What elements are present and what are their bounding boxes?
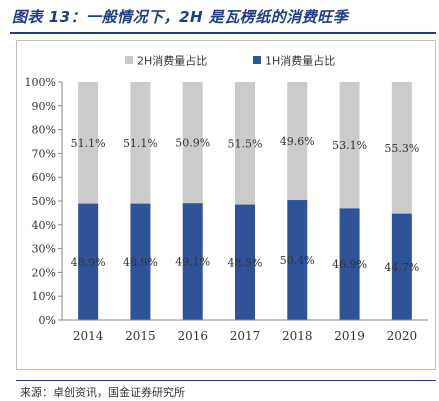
bar-1h [182,203,203,320]
legend: 2H消费量占比 1H消费量占比 [125,54,335,68]
y-axis: 0% 10% 20% 30% 40% 50% 60% 70% 80% 90% 100% [25,76,63,327]
data-label-2h: 51.5% [228,137,263,150]
x-tick-label: 2018 [282,329,313,343]
bar-2h [182,82,203,204]
x-tick-label: 2014 [73,329,104,343]
x-tick-label: 2017 [230,329,261,343]
bar-1h [287,200,308,320]
bar-2h [287,82,308,201]
data-label-1h: 48.5% [228,256,263,269]
data-label-2h: 50.9% [175,137,210,150]
bar-1h [391,213,412,320]
x-tick-label: 2016 [177,329,208,343]
source-note: 来源：卓创资讯，国金证券研究所 [20,386,185,399]
y-tick-label: 0% [39,314,56,327]
legend-label-2h: 2H消费量占比 [137,54,207,68]
bar-2h [235,82,255,205]
y-tick-label: 50% [32,195,56,208]
title-divider [10,32,436,34]
x-axis: 2014 2015 2016 2017 2018 2019 2020 [62,319,428,343]
source-divider [16,380,436,381]
y-tick-label: 30% [32,243,56,256]
x-tick-label: 2015 [125,329,156,343]
x-tick-label: 2019 [334,329,365,343]
y-tick-label: 100% [25,76,56,89]
data-label-1h: 46.9% [332,258,367,271]
bar-2h [130,82,151,204]
chart-frame [16,40,436,370]
data-label-1h: 44.7% [384,261,419,274]
bar-1h [235,204,255,320]
data-label-1h: 49.1% [175,256,210,269]
y-tick-label: 80% [32,124,56,137]
data-label-1h: 48.9% [123,256,158,269]
legend-label-1h: 1H消费量占比 [265,54,335,68]
data-label-2h: 51.1% [71,137,106,150]
y-tick-label: 70% [32,147,56,160]
legend-swatch-2h [125,56,133,64]
legend-swatch-1h [253,56,261,64]
y-tick-label: 40% [32,219,56,232]
chart-title: 图表 13：一般情况下，2H 是瓦楞纸的消费旺季 [12,8,349,26]
y-tick-label: 10% [32,290,56,303]
bar-2h [78,82,99,204]
bar-1h [339,208,360,320]
y-tick-label: 20% [32,266,56,279]
bars: 51.1% 48.9% 51.1% 48.9% 50.9% 49.1% 51.5% 48.5%… [71,82,419,320]
data-label-2h: 51.1% [123,137,158,150]
bar-1h [130,203,151,320]
data-label-2h: 53.1% [332,139,367,152]
data-label-2h: 55.3% [384,142,419,155]
data-label-1h: 48.9% [71,256,106,269]
x-tick-label: 2020 [387,329,418,343]
bar-2h [339,82,360,209]
bar-2h [391,82,412,214]
data-label-1h: 50.4% [280,254,315,267]
y-tick-label: 90% [32,100,56,113]
y-tick-label: 60% [32,171,56,184]
bar-1h [78,203,99,320]
data-label-2h: 49.6% [280,135,315,148]
